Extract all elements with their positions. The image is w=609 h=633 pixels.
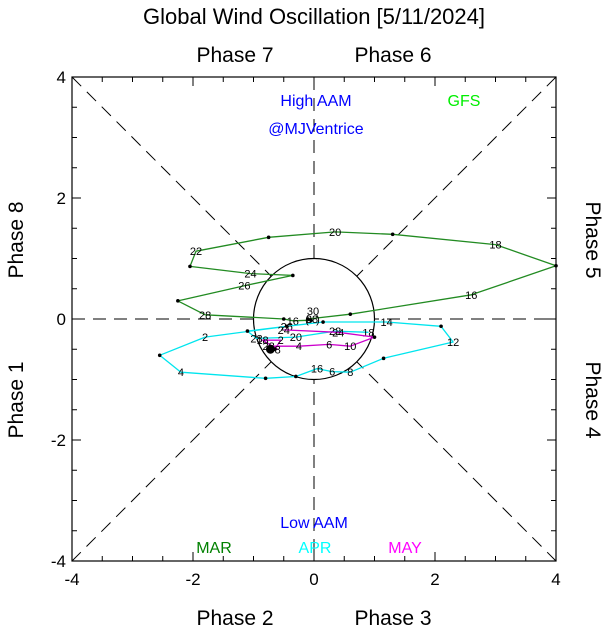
point-label-may: 24 (278, 325, 290, 337)
unit-circle (252, 257, 376, 381)
point-label-may: 8 (275, 344, 281, 356)
phase-guides (71, 76, 557, 562)
point-label-may: 2 (278, 335, 284, 347)
data-point-mar (291, 273, 295, 278)
data-point-apr (157, 353, 162, 358)
point-label-may: 6 (326, 339, 332, 351)
point-label-apr: 16 (311, 364, 323, 376)
phase-2-label: Phase 2 (196, 607, 273, 630)
x-tick-label: 0 (309, 570, 318, 589)
y-tick-label: 4 (57, 68, 66, 87)
x-tick-label: 2 (430, 570, 439, 589)
point-label-may: 18 (256, 335, 268, 347)
model-label: GFS (448, 93, 481, 110)
x-tick-label: -4 (64, 570, 79, 589)
phase-7-label: Phase 7 (196, 44, 273, 67)
handle-label: @MJVentrice (268, 121, 363, 138)
center-label-28: 28 (306, 314, 318, 326)
current-point-marker (265, 344, 275, 354)
center-label-open: ( (305, 314, 309, 326)
center-label-close: ) (316, 314, 320, 326)
y-tick-label: -2 (51, 431, 66, 450)
series-line-may (261, 329, 376, 350)
data-point-mar (188, 264, 192, 269)
point-label-mar: 28 (199, 310, 211, 322)
point-label-apr: 20 (290, 332, 302, 344)
low-aam-label: Low AAM (280, 515, 348, 532)
data-point-apr (321, 320, 325, 324)
point-label-mar: 22 (190, 246, 202, 258)
phase-4-label: Phase 4 (581, 361, 604, 438)
legend-apr: APR (299, 540, 332, 557)
legend-may: MAY (388, 540, 422, 557)
point-label-apr: 2 (202, 332, 208, 344)
phase-6-label: Phase 6 (354, 44, 431, 67)
data-point-mar (348, 312, 353, 316)
center-labels: ( 28 ) 30 (305, 306, 320, 326)
data-point-apr (263, 376, 268, 381)
point-label-apr: 12 (447, 337, 459, 349)
point-label-apr: 28 (250, 333, 262, 345)
point-label-apr: 8 (347, 367, 353, 379)
data-point-apr (284, 324, 289, 329)
data-point-mar (176, 299, 180, 303)
data-point-mar (554, 263, 558, 268)
axis-tick-labels: -4 -2 0 2 4-4-2024 (51, 68, 561, 589)
y-tick-label: -4 (51, 552, 66, 571)
data-point-mar (266, 235, 271, 240)
data-point-apr (439, 324, 443, 329)
center-label-30: 30 (307, 306, 319, 318)
point-label-may: 4 (296, 341, 302, 353)
data-point-mar (309, 318, 313, 323)
data-point-apr (381, 356, 386, 361)
axis-ticks (71, 76, 557, 562)
series-line-apr (159, 321, 454, 379)
data-point-apr (294, 374, 298, 379)
point-label-mar: 24 (244, 269, 256, 281)
point-label-may: 24 (332, 327, 344, 339)
point-label-apr: 6 (329, 367, 335, 379)
point-label-mar: 18 (489, 240, 501, 252)
point-label-mar: 26 (238, 281, 250, 293)
phase-8-label: Phase 8 (5, 201, 28, 278)
high-aam-label: High AAM (280, 93, 351, 110)
phase-1-label: Phase 1 (5, 361, 28, 438)
data-point-mar (306, 317, 310, 321)
data-point-may (372, 335, 377, 339)
y-tick-label: 0 (57, 310, 66, 329)
x-tick-label: -2 (185, 570, 200, 589)
y-tick-label: 2 (57, 189, 66, 208)
legend: MAR APR MAY (196, 540, 422, 557)
phase-3-label: Phase 3 (354, 607, 431, 630)
phase-5-label: Phase 5 (581, 201, 604, 278)
chart-title: Global Wind Oscillation [5/11/2024] (143, 4, 485, 29)
data-point-apr (245, 329, 250, 333)
series-may: 24241064288182 (256, 325, 377, 356)
point-label-mar: 20 (329, 227, 341, 239)
point-label-may: 10 (344, 341, 356, 353)
data-point-mar (390, 232, 395, 237)
point-label-apr: 4 (178, 367, 184, 379)
x-tick-label: 4 (551, 570, 560, 589)
legend-mar: MAR (196, 540, 232, 557)
data-point-mar (281, 317, 286, 321)
point-label-mar: 16 (465, 290, 477, 302)
series-line-mar (177, 231, 557, 322)
point-label-apr: 14 (380, 317, 392, 329)
